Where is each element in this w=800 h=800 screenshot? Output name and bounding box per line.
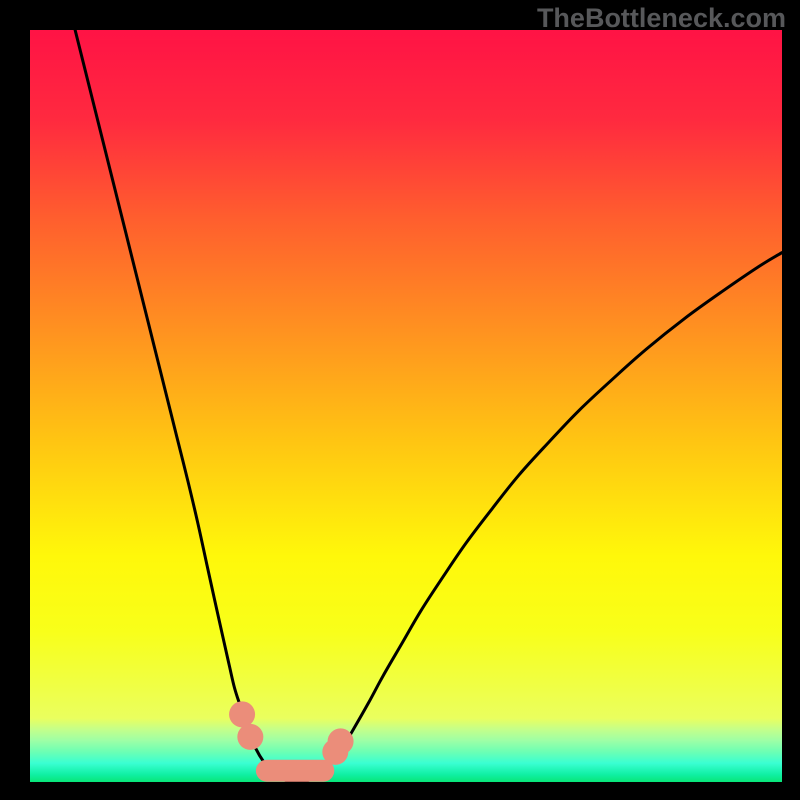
- marker-dot: [328, 728, 354, 754]
- plot-area: [30, 30, 782, 782]
- gradient-background: [30, 30, 782, 782]
- marker-pill: [256, 760, 334, 782]
- watermark-text: TheBottleneck.com: [537, 3, 786, 34]
- chart-container: TheBottleneck.com: [0, 0, 800, 800]
- marker-dot: [229, 701, 255, 727]
- marker-dot: [237, 724, 263, 750]
